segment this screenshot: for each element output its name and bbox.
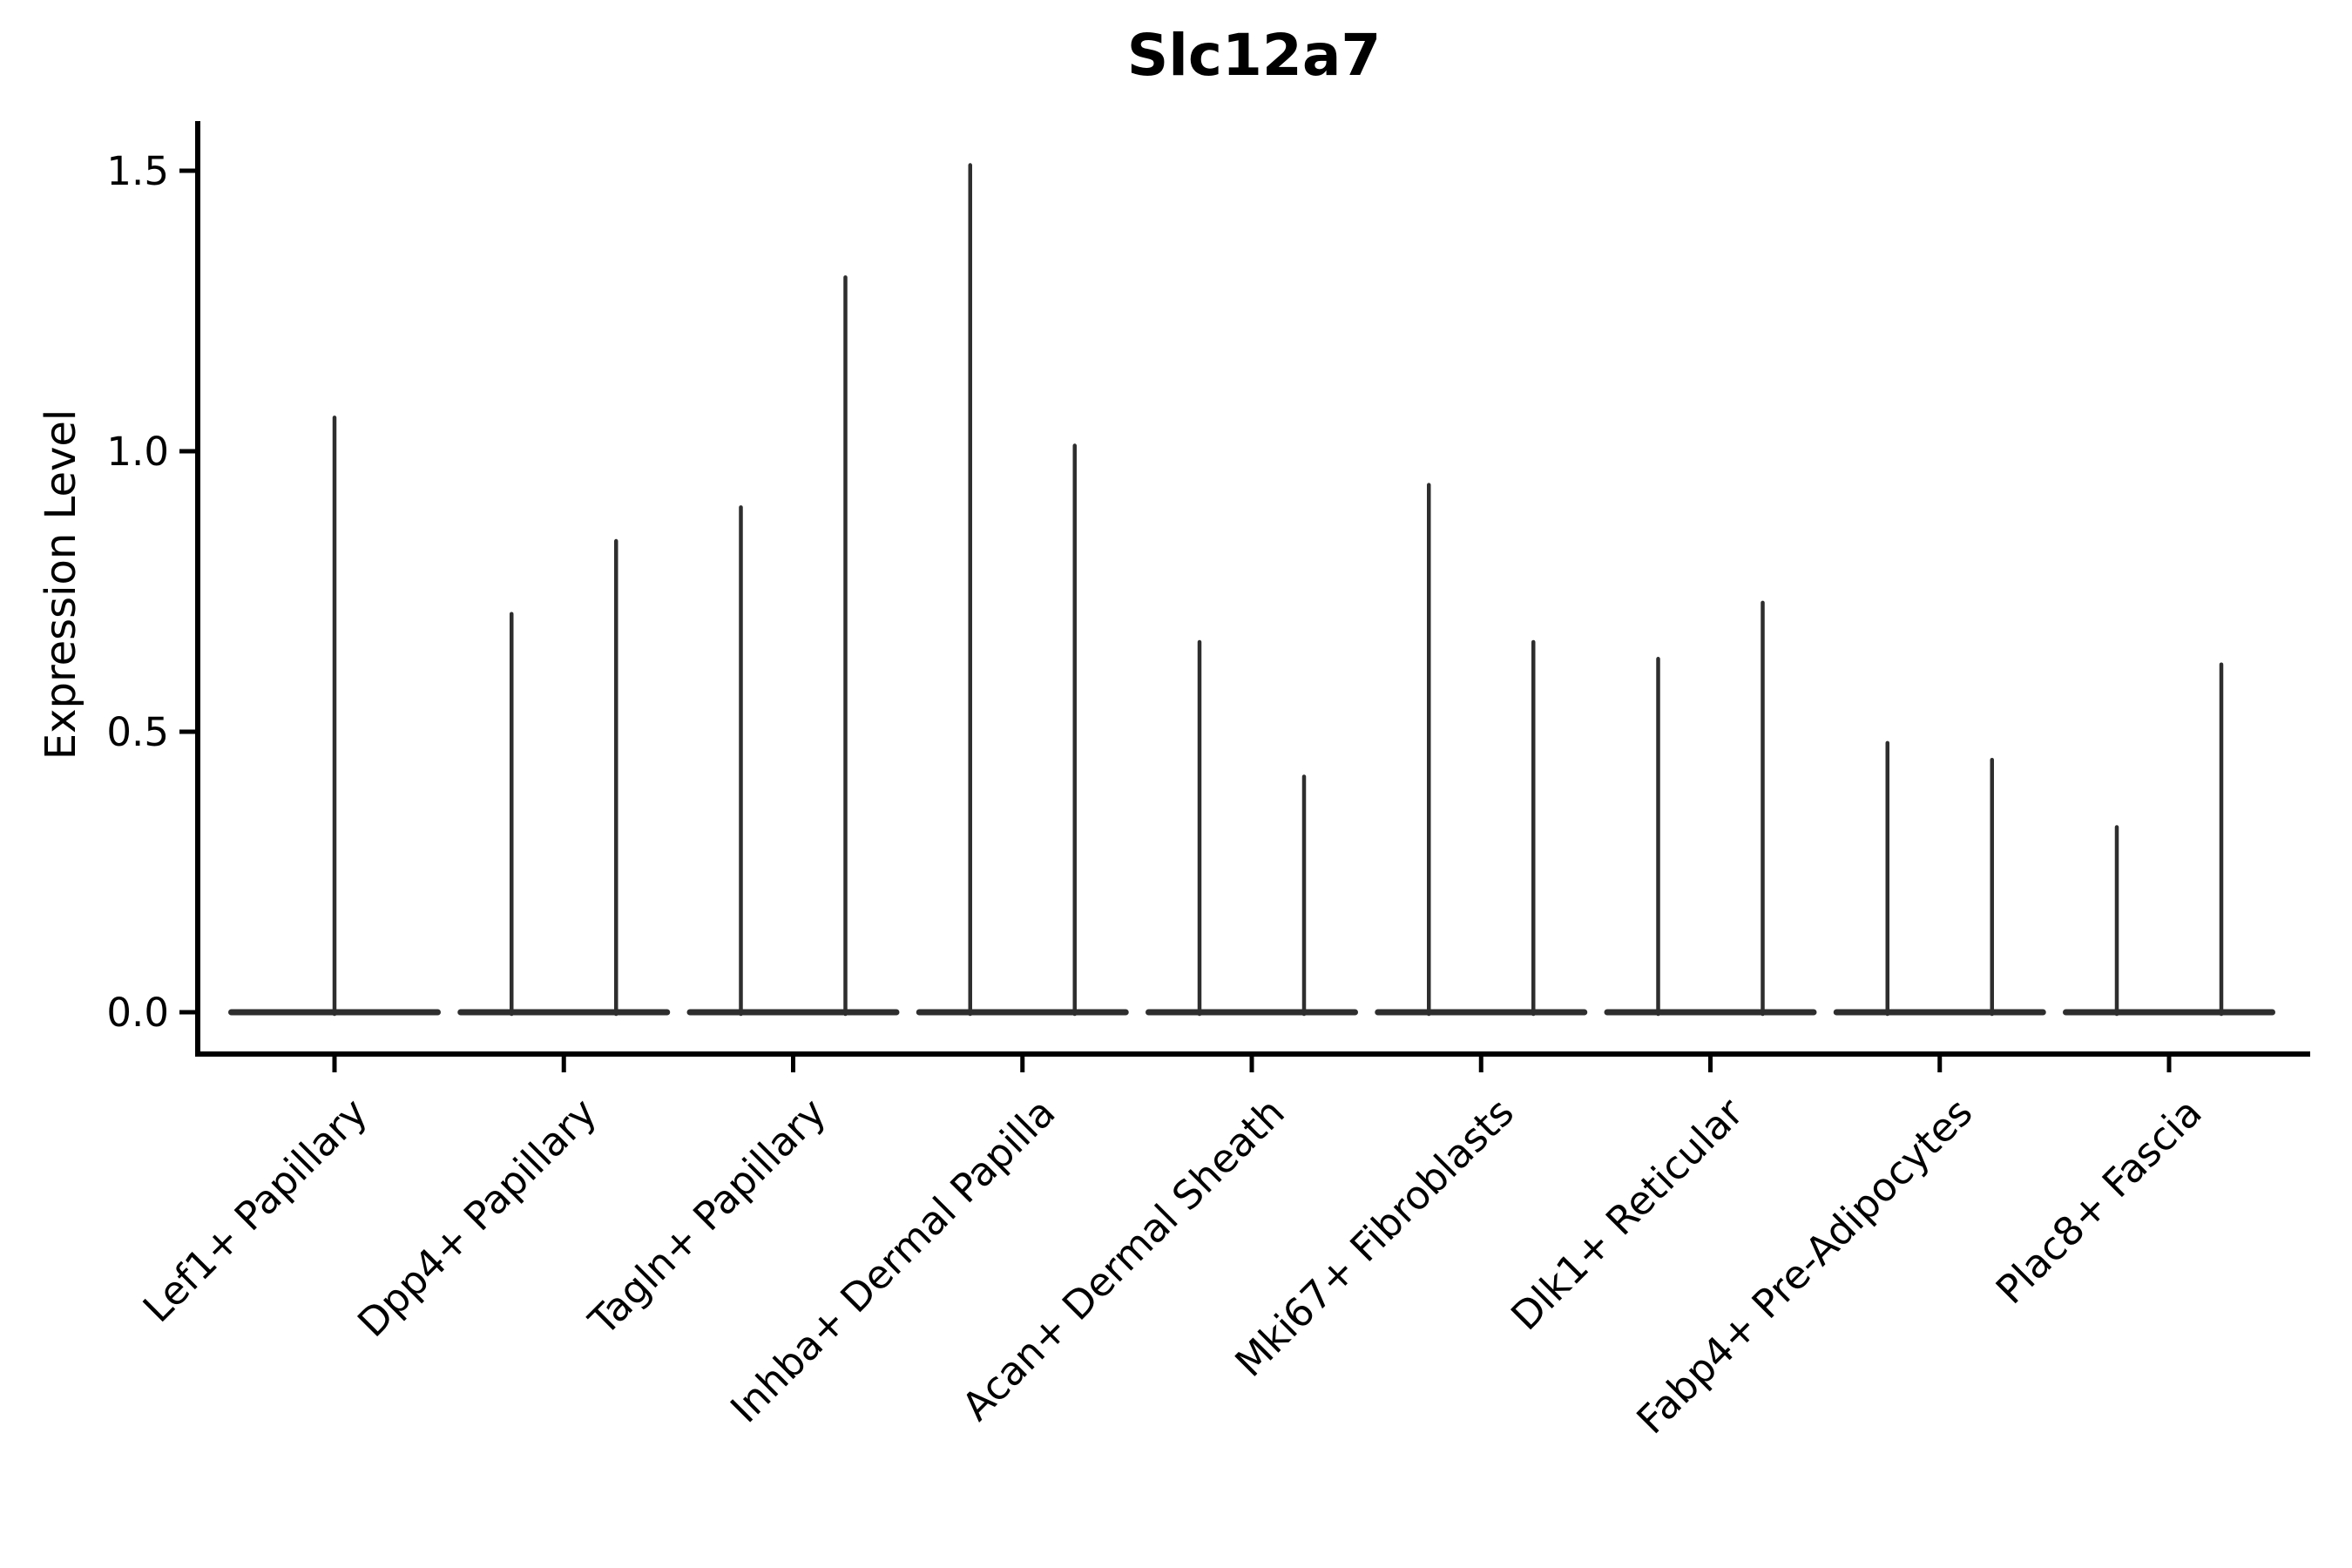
x-axis-spine — [195, 1051, 2310, 1057]
y-axis-spine — [195, 121, 200, 1057]
violin-baseline — [2063, 1009, 2275, 1016]
y-tick-label: 1.0 — [106, 429, 169, 475]
x-tick — [791, 1057, 795, 1072]
y-tick-label: 1.5 — [106, 148, 169, 194]
y-tick-label: 0.0 — [106, 990, 169, 1036]
y-tick-label: 0.5 — [106, 709, 169, 755]
chart-title: Slc12a7 — [1126, 22, 1382, 89]
x-tick — [1249, 1057, 1254, 1072]
y-tick — [179, 1010, 195, 1015]
x-tick-label: Plac8+ Fascia — [1987, 1089, 2211, 1313]
x-tick — [1478, 1057, 1484, 1072]
violin-baseline — [457, 1009, 671, 1016]
violin-baseline — [1375, 1009, 1588, 1016]
violin-baseline — [1146, 1009, 1358, 1016]
x-tick-label: Lef1+ Papillary — [134, 1089, 376, 1331]
violin-baseline — [686, 1009, 900, 1016]
x-tick — [561, 1057, 566, 1072]
y-tick — [179, 168, 195, 173]
violin-baseline — [916, 1009, 1129, 1016]
violin-baseline — [1833, 1009, 2046, 1016]
x-tick-label: Dpp4+ Papillary — [348, 1089, 605, 1346]
x-tick — [1020, 1057, 1025, 1072]
y-tick — [179, 449, 195, 454]
x-tick — [332, 1057, 337, 1072]
x-tick — [2166, 1057, 2172, 1072]
x-tick — [1937, 1057, 1943, 1072]
y-tick — [179, 729, 195, 734]
x-tick — [1708, 1057, 1713, 1072]
x-tick-label: Tagln+ Papillary — [579, 1089, 835, 1344]
x-tick-label: Dlk1+ Reticular — [1502, 1089, 1752, 1339]
violin-baseline — [1604, 1009, 1817, 1016]
